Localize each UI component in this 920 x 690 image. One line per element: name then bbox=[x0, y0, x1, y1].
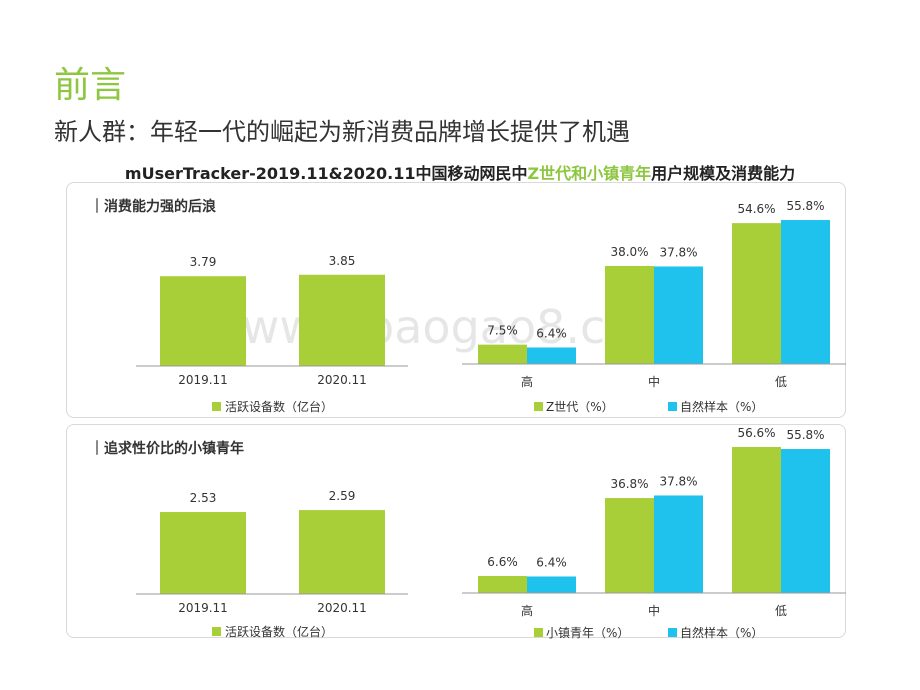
dist-bar-1-0-0 bbox=[478, 344, 527, 364]
dist-bar-1-1-0 bbox=[605, 265, 654, 364]
legend-label-device: 活跃设备数（亿台） bbox=[225, 399, 333, 414]
dist-bar-1-2-1 bbox=[781, 220, 830, 364]
dist-bar-3-0-0 bbox=[478, 575, 527, 593]
heading-highlight: Z世代和小镇青年 bbox=[527, 164, 652, 183]
dist-value-label: 54.6% bbox=[737, 202, 775, 216]
legend-label-dist: 自然样本（%） bbox=[680, 399, 763, 414]
dist-bar-3-1-0 bbox=[605, 498, 654, 593]
device-category-label: 2020.11 bbox=[317, 601, 367, 615]
dist-value-label: 37.8% bbox=[659, 474, 697, 488]
device-category-label: 2019.11 bbox=[178, 601, 228, 615]
dist-category-label: 中 bbox=[648, 374, 660, 389]
dist-category-label: 中 bbox=[648, 603, 660, 618]
page-subtitle: 新人群：年轻一代的崛起为新消费品牌增长提供了机遇 bbox=[54, 118, 630, 146]
legend-label-dist: 自然样本（%） bbox=[680, 625, 763, 640]
legend-swatch-dist bbox=[534, 402, 543, 411]
heading-prefix: mUserTracker-2019.11&2020.11中国移动网民中 bbox=[124, 164, 528, 183]
device-bar-0-1 bbox=[299, 274, 385, 366]
device-value-label: 3.79 bbox=[190, 255, 217, 269]
dist-bar-1-1-1 bbox=[654, 266, 703, 364]
dist-value-label: 36.8% bbox=[610, 477, 648, 491]
dist-value-label: 6.4% bbox=[536, 326, 567, 340]
dist-category-label: 高 bbox=[521, 374, 533, 389]
dist-bar-3-2-1 bbox=[781, 449, 830, 593]
dist-bar-3-2-0 bbox=[732, 446, 781, 593]
section-title-small-town: ｜追求性价比的小镇青年 bbox=[90, 441, 244, 457]
legend-swatch-dist bbox=[668, 402, 677, 411]
dist-value-label: 6.4% bbox=[536, 555, 567, 569]
dist-value-label: 37.8% bbox=[659, 245, 697, 259]
dist-category-label: 低 bbox=[775, 604, 787, 618]
legend-swatch-device bbox=[212, 627, 221, 636]
device-bar-2-1 bbox=[299, 510, 385, 594]
legend-swatch-dist bbox=[668, 628, 677, 637]
device-bar-0-0 bbox=[160, 276, 246, 366]
legend-swatch-dist bbox=[534, 628, 543, 637]
dist-value-label: 6.6% bbox=[487, 555, 518, 569]
dist-value-label: 56.6% bbox=[737, 426, 775, 440]
dist-value-label: 55.8% bbox=[786, 428, 824, 442]
device-value-label: 2.59 bbox=[329, 489, 356, 503]
device-value-label: 3.85 bbox=[329, 254, 356, 268]
device-category-label: 2020.11 bbox=[317, 373, 367, 387]
device-value-label: 2.53 bbox=[190, 491, 217, 505]
legend-label-dist: Z世代（%） bbox=[546, 400, 614, 414]
dist-bar-1-0-1 bbox=[527, 347, 576, 364]
dist-value-label: 7.5% bbox=[487, 324, 518, 338]
legend-swatch-device bbox=[212, 402, 221, 411]
heading-suffix: 用户规模及消费能力 bbox=[651, 164, 796, 183]
dist-value-label: 38.0% bbox=[610, 245, 648, 259]
legend-label-dist: 小镇青年（%） bbox=[546, 626, 629, 640]
device-bar-2-0 bbox=[160, 512, 246, 594]
chart-heading: mUserTracker-2019.11&2020.11中国移动网民中Z世代和小… bbox=[0, 160, 920, 184]
dist-category-label: 低 bbox=[775, 375, 787, 389]
page-title: 前言 bbox=[54, 65, 127, 106]
dist-bar-3-1-1 bbox=[654, 495, 703, 593]
legend-label-device: 活跃设备数（亿台） bbox=[225, 624, 333, 639]
device-category-label: 2019.11 bbox=[178, 373, 228, 387]
section-title-gen-z: ｜消费能力强的后浪 bbox=[90, 199, 216, 215]
dist-bar-3-0-1 bbox=[527, 576, 576, 593]
dist-bar-1-2-0 bbox=[732, 223, 781, 364]
dist-category-label: 高 bbox=[521, 603, 533, 618]
dist-value-label: 55.8% bbox=[786, 199, 824, 213]
